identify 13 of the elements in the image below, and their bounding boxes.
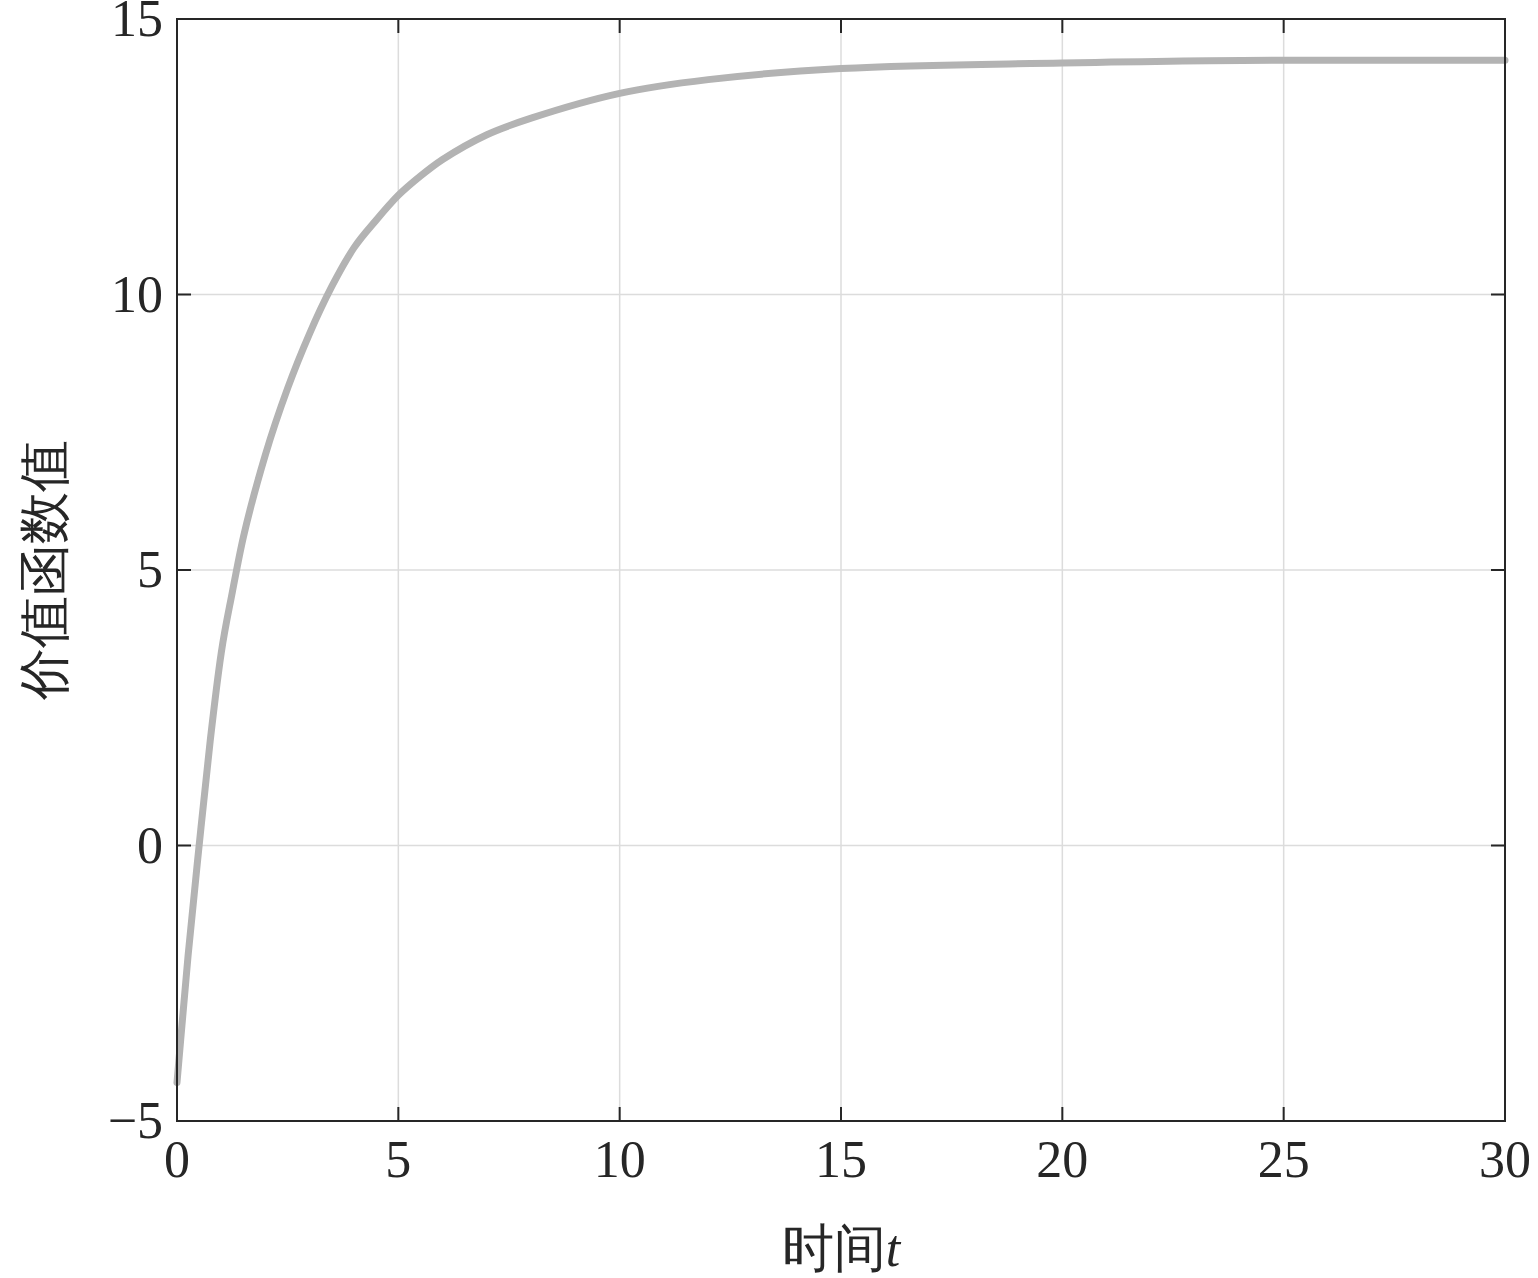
x-tick-label: 5 [385, 1131, 412, 1188]
x-tick-label: 25 [1257, 1131, 1310, 1188]
y-tick-label: 0 [137, 816, 163, 874]
y-tick-label: 5 [137, 541, 163, 598]
x-tick-label: 20 [1036, 1131, 1089, 1188]
y-axis-title: 价值函数值 [16, 440, 73, 701]
x-tick-label: 30 [1479, 1131, 1531, 1188]
x-tick-label: 10 [593, 1131, 646, 1188]
x-tick-label: 15 [815, 1131, 867, 1188]
y-tick-label: −5 [107, 1092, 163, 1149]
y-tick-label: 15 [111, 0, 163, 47]
x-axis-title: 时间t [781, 1220, 902, 1277]
y-tick-label: 10 [111, 265, 163, 323]
